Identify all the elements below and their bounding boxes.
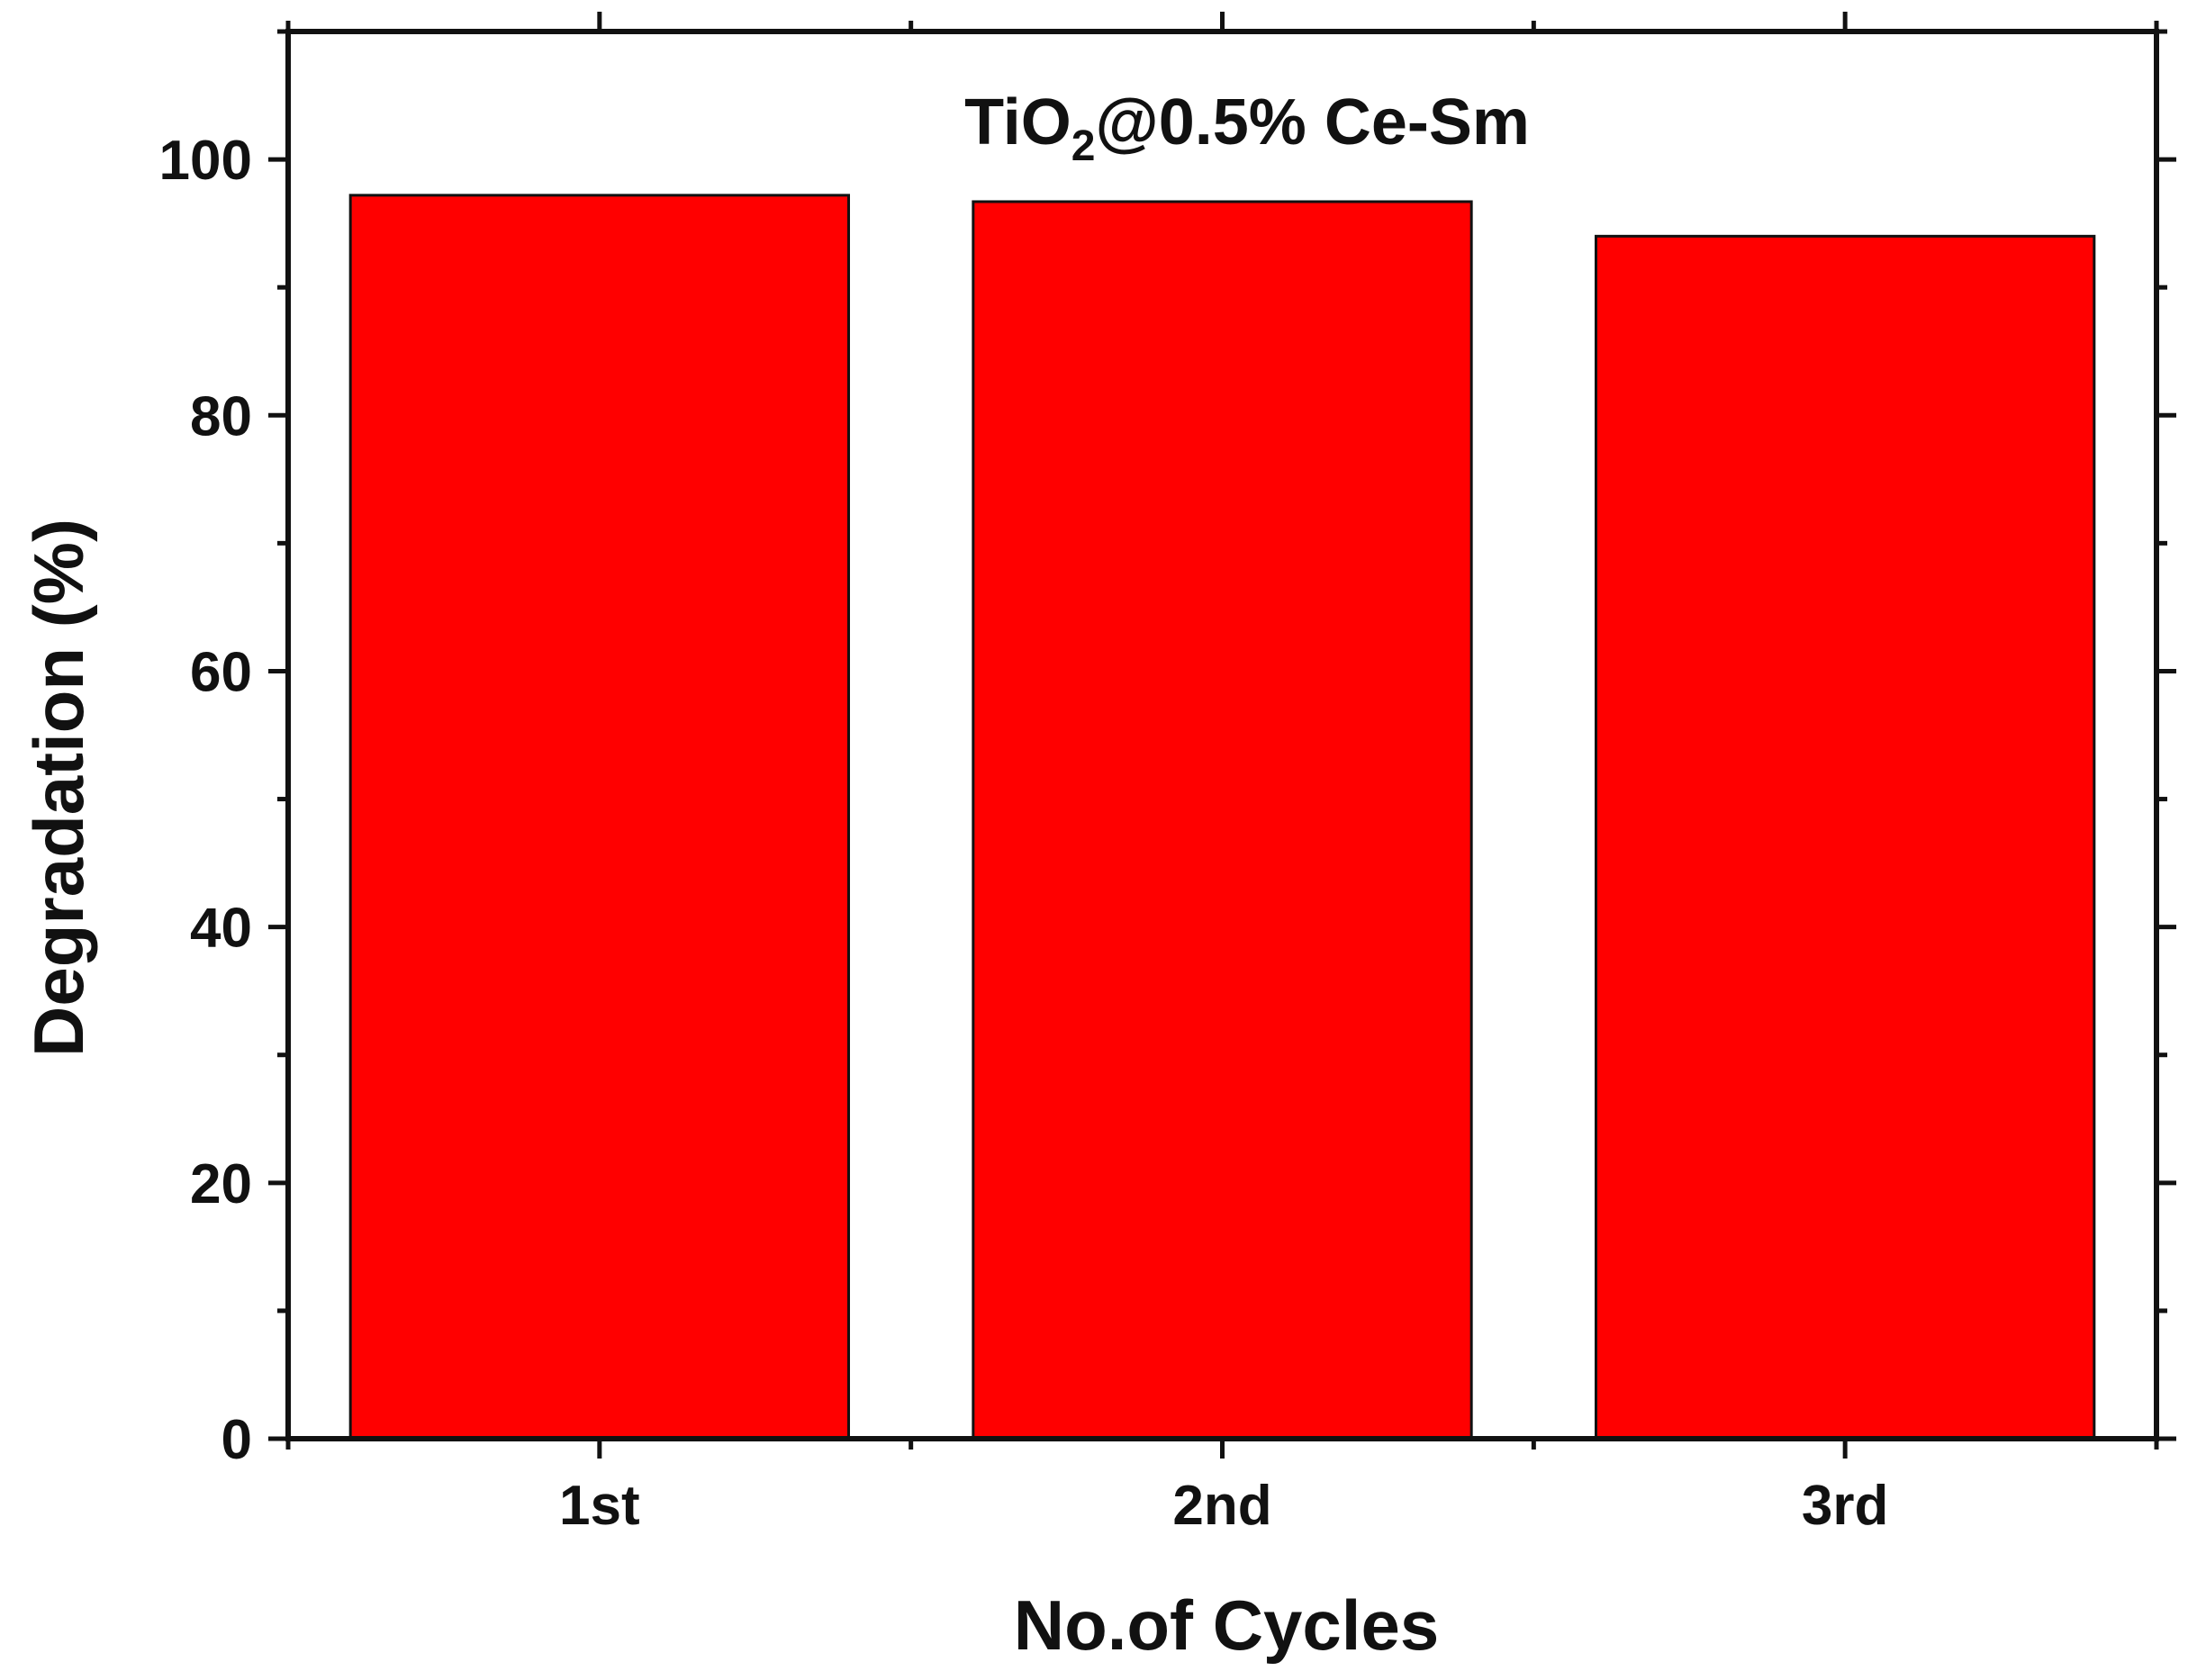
- y-tick-label: 20: [190, 1153, 252, 1215]
- x-tick-label: 2nd: [1172, 1475, 1271, 1537]
- x-tick-labels: 1st 2nd 3rd: [559, 1475, 1888, 1537]
- x-tick-label: 1st: [559, 1475, 640, 1537]
- plot-frame: [285, 29, 2159, 1441]
- x-tick-label: 3rd: [1802, 1475, 1888, 1537]
- y-tick-label: 100: [159, 130, 252, 192]
- y-axis-title: Degradation (%): [19, 519, 98, 1057]
- bar-1st: [348, 194, 850, 1441]
- bar-2nd: [972, 200, 1473, 1441]
- chart-title-subscript: 2: [1071, 122, 1096, 170]
- chart-title: TiO2@0.5% Ce-Sm: [964, 86, 1530, 170]
- y-tick-label: 60: [190, 641, 252, 703]
- chart-title-rest: @0.5% Ce-Sm: [1096, 86, 1530, 158]
- bars-group: [348, 194, 2096, 1441]
- bar-3rd: [1595, 234, 2096, 1441]
- x-axis-title: No.of Cycles: [1014, 1585, 1439, 1665]
- y-tick-labels: 0 20 40 60 80 100: [159, 130, 252, 1471]
- y-tick-label: 0: [222, 1409, 252, 1471]
- chart-title-main: TiO: [964, 86, 1071, 158]
- y-tick-label: 40: [190, 898, 252, 960]
- y-tick-label: 80: [190, 385, 252, 447]
